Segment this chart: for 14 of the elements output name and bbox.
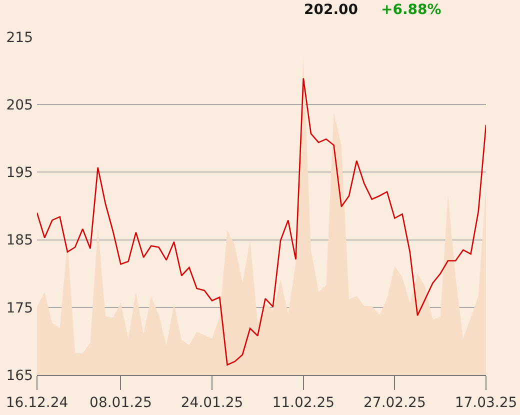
y-tick-label: 165 <box>6 368 33 384</box>
y-tick-label: 215 <box>6 30 33 46</box>
text: 202.00 <box>304 2 358 18</box>
x-tick-label: 11.02.25 <box>272 394 335 411</box>
x-tick-label: 17.03.25 <box>454 394 518 411</box>
x-tick-label: 08.01.25 <box>90 394 152 411</box>
text: +6.88% <box>381 2 442 18</box>
y-tick-label: 185 <box>6 232 33 249</box>
x-tick-label: 27.02.25 <box>364 394 426 411</box>
x-tick-label: 24.01.25 <box>180 394 244 411</box>
y-tick-label: 205 <box>6 98 33 114</box>
y-tick-label: 175 <box>6 300 33 316</box>
x-tick-label: 16.12.24 <box>6 394 68 411</box>
y-tick-label: 195 <box>6 165 33 182</box>
